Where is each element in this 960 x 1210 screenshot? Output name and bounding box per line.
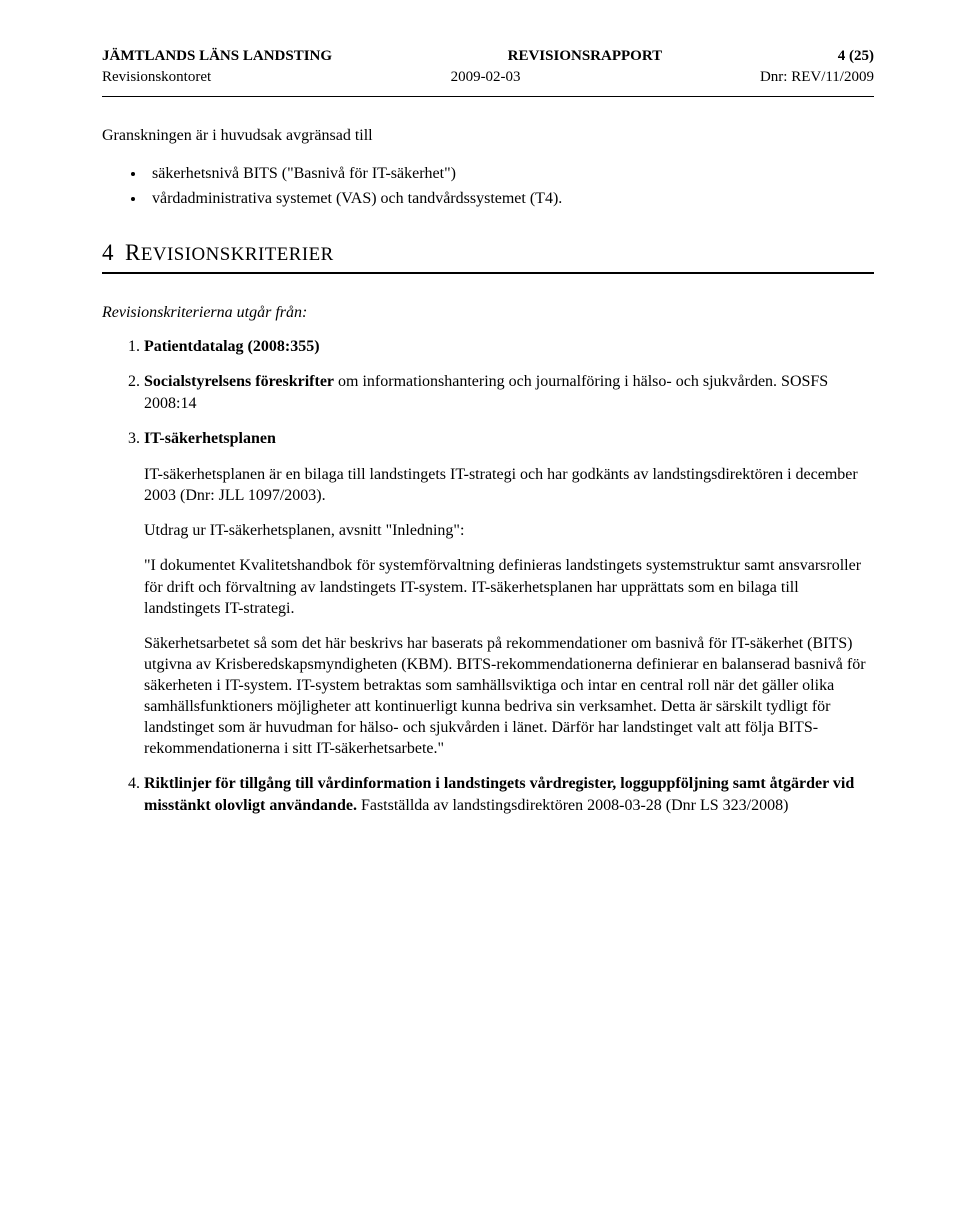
intro-paragraph: Granskningen är i huvudsak avgränsad til… — [102, 125, 874, 147]
header-dnr: Dnr: REV/11/2009 — [760, 67, 874, 87]
list-item: säkerhetsnivå BITS ("Basnivå för IT-säke… — [146, 162, 874, 187]
header-doc-type: REVISIONSRAPPORT — [508, 46, 663, 66]
header-row-1: JÄMTLANDS LÄNS LANDSTING REVISIONSRAPPOR… — [102, 46, 874, 66]
section-lead: Revisionskriterierna utgår från: — [102, 304, 874, 322]
scope-bullet-list: säkerhetsnivå BITS ("Basnivå för IT-säke… — [102, 162, 874, 212]
criteria-body: IT-säkerhetsplanen är en bilaga till lan… — [144, 464, 874, 759]
criteria-title: Socialstyrelsens föreskrifter — [144, 373, 334, 390]
section-number: 4 — [102, 240, 114, 265]
list-item: Patientdatalag (2008:355) — [144, 336, 874, 358]
criteria-inline: Fastställda av landstingsdirektören 2008… — [357, 797, 789, 814]
header-divider — [102, 96, 874, 97]
header-org: JÄMTLANDS LÄNS LANDSTING — [102, 46, 332, 66]
list-item: Socialstyrelsens föreskrifter om informa… — [144, 371, 874, 414]
criteria-title: Patientdatalag (2008:355) — [144, 338, 320, 355]
body-paragraph: Utdrag ur IT-säkerhetsplanen, avsnitt "I… — [144, 520, 874, 541]
section-divider — [102, 272, 874, 274]
section-heading: 4 REVISIONSKRITERIER — [102, 240, 874, 266]
list-item: Riktlinjer för tillgång till vårdinforma… — [144, 773, 874, 816]
header-date: 2009-02-03 — [451, 67, 521, 87]
header-office: Revisionskontoret — [102, 67, 211, 87]
header-page-indicator: 4 (25) — [838, 46, 874, 66]
criteria-title: IT-säkerhetsplanen — [144, 430, 276, 447]
header-row-2: Revisionskontoret 2009-02-03 Dnr: REV/11… — [102, 67, 874, 87]
criteria-list: Patientdatalag (2008:355) Socialstyrelse… — [102, 336, 874, 817]
list-item: vårdadministrativa systemet (VAS) och ta… — [146, 187, 874, 212]
body-paragraph: IT-säkerhetsplanen är en bilaga till lan… — [144, 464, 874, 506]
body-paragraph: Säkerhetsarbetet så som det här beskrivs… — [144, 633, 874, 760]
list-item: IT-säkerhetsplanen IT-säkerhetsplanen är… — [144, 428, 874, 759]
body-paragraph: "I dokumentet Kvalitetshandbok för syste… — [144, 555, 874, 618]
section-title: REVISIONSKRITERIER — [125, 240, 334, 265]
document-page: JÄMTLANDS LÄNS LANDSTING REVISIONSRAPPOR… — [0, 0, 960, 1210]
